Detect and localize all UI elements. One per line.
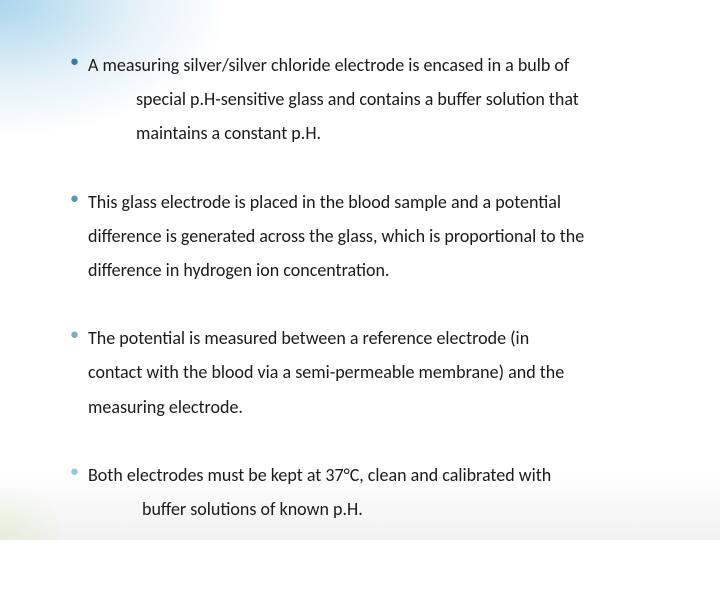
bullet-text: This glass electrode is placed in the bl… [88,185,670,288]
text-line: This glass electrode is placed in the bl… [88,191,561,213]
bullet-marker: • [70,458,80,485]
bullet-item: • This glass electrode is placed in the … [70,185,670,288]
text-line: measuring electrode. [88,396,243,418]
bullet-marker: • [70,321,80,348]
text-line: difference is generated across the glass… [88,225,584,247]
text-line: buffer solutions of known p.H. [88,492,670,526]
bullet-marker: • [70,48,80,75]
text-line: contact with the blood via a semi-permea… [88,361,564,383]
text-line: Both electrodes must be kept at 37°C, cl… [88,464,551,486]
bullet-text: A measuring silver/silver chloride elect… [88,48,670,151]
bullet-marker: • [70,185,80,212]
text-line: special p.H-sensitive glass and contains… [88,82,670,116]
text-line: A measuring silver/silver chloride elect… [88,54,569,76]
bullet-item: • The potential is measured between a re… [70,321,670,424]
text-line: The potential is measured between a refe… [88,327,529,349]
bullet-item: • A measuring silver/silver chloride ele… [70,48,670,151]
bullet-item: • Both electrodes must be kept at 37°C, … [70,458,670,526]
slide-content: • A measuring silver/silver chloride ele… [0,0,720,590]
text-line: maintains a constant p.H. [88,116,670,150]
bullet-text: The potential is measured between a refe… [88,321,670,424]
text-line: difference in hydrogen ion concentration… [88,259,389,281]
bullet-text: Both electrodes must be kept at 37°C, cl… [88,458,670,526]
